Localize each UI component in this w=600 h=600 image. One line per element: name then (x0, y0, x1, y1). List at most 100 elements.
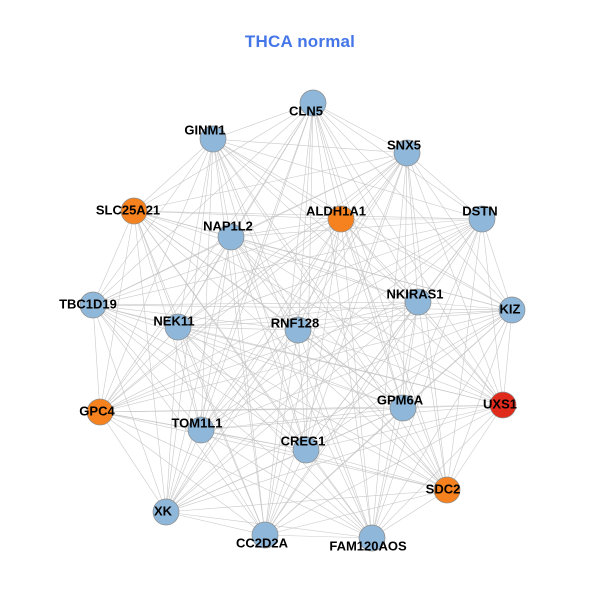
edge-ALDH1A1-TOM1L1 (200, 218, 342, 431)
edge-NKIRAS1-KIZ (417, 301, 513, 311)
edge-SDC2-CC2D2A (264, 489, 448, 536)
edge-GPM6A-UXS1 (402, 404, 504, 409)
edge-GINM1-NEK11 (177, 138, 214, 328)
edge-NEK11-KIZ (177, 309, 513, 328)
edge-CLN5-SLC25A21 (133, 102, 314, 212)
node-label-NEK11: NEK11 (153, 313, 194, 328)
edge-KIZ-XK (165, 309, 513, 513)
edge-CREG1-FAM120AOS (305, 449, 373, 539)
edge-GINM1-DSTN (212, 138, 483, 220)
edge-GINM1-GPM6A (212, 138, 404, 409)
edge-ALDH1A1-RNF128 (297, 218, 342, 331)
node-CREG1 (292, 436, 320, 464)
edge-NAP1L2-DSTN (230, 218, 483, 238)
edge-NEK11-NKIRAS1 (177, 301, 419, 328)
edge-SDC2-XK (165, 489, 448, 513)
edge-GINM1-GPC4 (99, 138, 214, 413)
node-XK (152, 498, 180, 526)
edge-UXS1-CC2D2A (264, 404, 504, 536)
node-label-TOM1L1: TOM1L1 (171, 415, 222, 430)
edge-CLN5-NEK11 (177, 102, 314, 328)
edge-GINM1-NKIRAS1 (212, 138, 419, 303)
edge-KIZ-FAM120AOS (371, 309, 513, 539)
edge-SNX5-ALDH1A1 (340, 152, 408, 220)
edge-SNX5-UXS1 (406, 152, 504, 406)
edge-NKIRAS1-CREG1 (305, 301, 419, 451)
node-label-KIZ: KIZ (500, 301, 521, 316)
edge-NKIRAS1-RNF128 (297, 301, 419, 331)
plot-title: THCA normal (244, 32, 356, 51)
node-label-NAP1L2: NAP1L2 (203, 218, 253, 233)
edge-SLC25A21-XK (133, 210, 167, 513)
edge-SLC25A21-DSTN (133, 210, 483, 220)
edge-SLC25A21-ALDH1A1 (133, 210, 342, 220)
edge-NAP1L2-XK (165, 236, 232, 513)
edge-TBC1D19-NKIRAS1 (92, 301, 419, 306)
node-SDC2 (433, 476, 461, 504)
edge-NEK11-XK (165, 326, 179, 513)
edge-RNF128-CC2D2A (264, 329, 299, 536)
node-label-FAM120AOS: FAM120AOS (329, 538, 407, 553)
edge-DSTN-KIZ (481, 218, 513, 311)
edge-CLN5-RNF128 (297, 102, 314, 331)
edge-RNF128-FAM120AOS (297, 329, 373, 539)
edge-GPC4-UXS1 (99, 404, 504, 413)
edge-GINM1-KIZ (212, 138, 513, 311)
edge-ALDH1A1-KIZ (340, 218, 513, 311)
node-label-SDC2: SDC2 (426, 481, 461, 496)
node-label-ALDH1A1: ALDH1A1 (306, 203, 366, 218)
edge-CLN5-CC2D2A (264, 102, 314, 536)
node-label-SNX5: SNX5 (387, 137, 421, 152)
node-SLC25A21 (120, 197, 148, 225)
edge-UXS1-FAM120AOS (371, 404, 504, 539)
node-DSTN (468, 205, 496, 233)
edge-SLC25A21-FAM120AOS (133, 210, 373, 539)
edge-NKIRAS1-SDC2 (417, 301, 448, 491)
edge-UXS1-SDC2 (446, 404, 504, 491)
edge-TBC1D19-SDC2 (92, 304, 448, 491)
edge-NAP1L2-ALDH1A1 (230, 218, 342, 238)
edge-GINM1-NAP1L2 (212, 138, 232, 238)
edge-TBC1D19-XK (92, 304, 167, 513)
node-label-CREG1: CREG1 (281, 433, 326, 448)
edge-ALDH1A1-GPM6A (340, 218, 404, 409)
edge-KIZ-RNF128 (297, 309, 513, 331)
edge-KIZ-GPC4 (99, 309, 513, 413)
edge-TBC1D19-RNF128 (92, 304, 299, 331)
edge-RNF128-TOM1L1 (200, 329, 299, 431)
edge-TBC1D19-CC2D2A (92, 304, 266, 536)
edge-SLC25A21-NKIRAS1 (133, 210, 419, 303)
edge-CLN5-NKIRAS1 (312, 102, 419, 303)
edge-CLN5-TBC1D19 (92, 102, 314, 306)
edge-NKIRAS1-TOM1L1 (200, 301, 419, 431)
edge-GPC4-XK (99, 411, 167, 513)
edge-NAP1L2-CREG1 (230, 236, 307, 451)
node-GINM1 (199, 125, 227, 153)
node-NAP1L2 (217, 223, 245, 251)
edge-GPM6A-SDC2 (402, 407, 448, 491)
edge-CLN5-SNX5 (312, 102, 408, 154)
edge-SNX5-GPM6A (402, 152, 408, 409)
edge-SNX5-TOM1L1 (200, 152, 408, 431)
node-label-GPM6A: GPM6A (377, 392, 424, 407)
edge-NAP1L2-FAM120AOS (230, 236, 373, 539)
edge-CREG1-CC2D2A (264, 449, 307, 536)
edge-NEK11-CC2D2A (177, 326, 266, 536)
edge-SNX5-RNF128 (297, 152, 408, 331)
edge-SLC25A21-CC2D2A (133, 210, 266, 536)
edge-RNF128-GPC4 (99, 329, 299, 413)
edge-TOM1L1-UXS1 (200, 404, 504, 431)
node-label-GINM1: GINM1 (184, 122, 225, 137)
edge-ALDH1A1-FAM120AOS (340, 218, 373, 539)
node-label-TBC1D19: TBC1D19 (59, 296, 117, 311)
edge-ALDH1A1-NKIRAS1 (340, 218, 419, 303)
node-FAM120AOS (358, 524, 386, 552)
edge-XK-CC2D2A (165, 511, 266, 536)
edge-CLN5-XK (165, 102, 314, 513)
node-UXS1 (489, 391, 517, 419)
edge-NEK11-UXS1 (177, 326, 504, 406)
edge-SNX5-GPC4 (99, 152, 408, 413)
node-label-UXS1: UXS1 (483, 396, 517, 411)
node-TBC1D19 (79, 291, 107, 319)
edge-TBC1D19-TOM1L1 (92, 304, 202, 431)
